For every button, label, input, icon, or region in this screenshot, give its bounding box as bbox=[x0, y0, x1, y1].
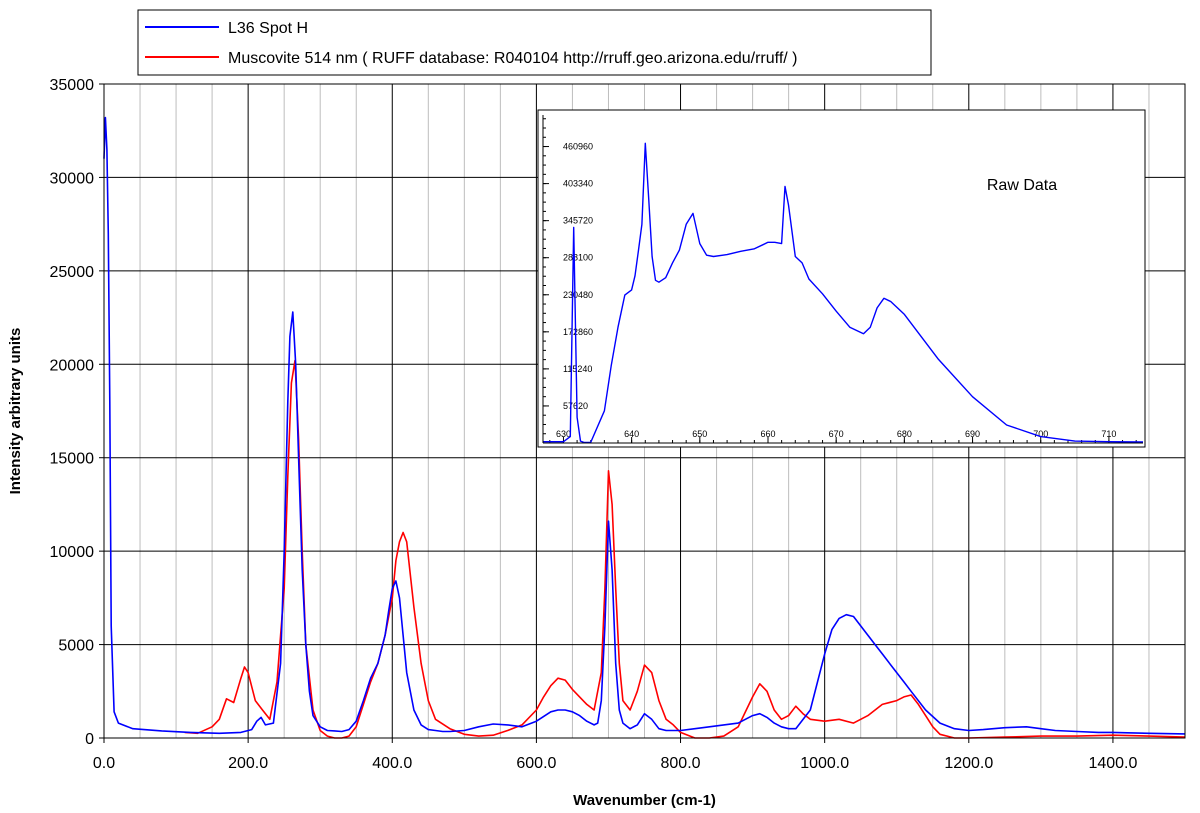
x-axis-title: Wavenumber (cm-1) bbox=[573, 792, 716, 809]
y-tick-label: 25000 bbox=[50, 264, 95, 281]
y-tick-label: 20000 bbox=[50, 357, 95, 374]
x-tick-label: 1200.0 bbox=[944, 755, 993, 772]
inset-y-tick-label: 460960 bbox=[563, 142, 593, 152]
inset-x-tick-label: 700 bbox=[1033, 429, 1048, 439]
x-tick-label: 1000.0 bbox=[800, 755, 849, 772]
x-tick-label: 1400.0 bbox=[1088, 755, 1137, 772]
inset-x-tick-label: 630 bbox=[556, 429, 571, 439]
inset-y-tick-label: 57620 bbox=[563, 401, 588, 411]
inset-x-tick-label: 640 bbox=[624, 429, 639, 439]
y-tick-label: 30000 bbox=[50, 170, 95, 187]
x-tick-label: 800.0 bbox=[661, 755, 701, 772]
legend-entry-l36: L36 Spot H bbox=[228, 20, 308, 37]
y-tick-label: 0 bbox=[85, 731, 94, 748]
inset-y-tick-label: 172860 bbox=[563, 327, 593, 337]
inset-series-line-raw bbox=[543, 142, 1144, 444]
inset-y-tick-label: 288100 bbox=[563, 253, 593, 263]
inset-y-tick-label: 403340 bbox=[563, 179, 593, 189]
inset-x-tick-label: 650 bbox=[692, 429, 707, 439]
y-tick-label: 15000 bbox=[50, 451, 95, 468]
inset-y-tick-label: 345720 bbox=[563, 216, 593, 226]
y-tick-label: 35000 bbox=[50, 77, 95, 94]
inset-y-tick-label: 115240 bbox=[563, 364, 592, 374]
main-plot-frame bbox=[103, 83, 1186, 739]
inset-x-tick-label: 660 bbox=[760, 429, 775, 439]
x-tick-label: 600.0 bbox=[516, 755, 556, 772]
inset-background bbox=[537, 109, 1146, 448]
main-series bbox=[103, 116, 1186, 739]
legend-entry-muscovite: Muscovite 514 nm ( RUFF database: R04010… bbox=[228, 50, 797, 67]
inset-x-tick-label: 710 bbox=[1101, 429, 1116, 439]
inset-x-tick-label: 670 bbox=[829, 429, 844, 439]
legend: L36 Spot H Muscovite 514 nm ( RUFF datab… bbox=[137, 9, 932, 76]
inset-y-tick-label: 230480 bbox=[563, 290, 593, 300]
inset-chart: 57620 115240 172860 230480 288100 345720 40334… bbox=[537, 109, 1146, 448]
x-tick-label: 400.0 bbox=[372, 755, 412, 772]
legend-box bbox=[137, 9, 932, 76]
main-tick-labels: 0.0 200.0 400.0 600.0 800.0 1000.0 1200.0 1400.… bbox=[50, 77, 1138, 772]
x-tick-label: 200.0 bbox=[228, 755, 268, 772]
inset-x-tick-label: 680 bbox=[897, 429, 912, 439]
x-tick-label: 0.0 bbox=[93, 755, 115, 772]
inset-x-tick-label: 690 bbox=[965, 429, 980, 439]
series-line-l36-spot-h bbox=[103, 116, 1186, 735]
y-axis-title: Intensity arbitrary units bbox=[7, 328, 24, 495]
y-tick-label: 5000 bbox=[58, 638, 94, 655]
inset-raw-data-label: Raw Data bbox=[987, 177, 1057, 194]
y-tick-label: 10000 bbox=[50, 544, 95, 561]
inset-series bbox=[543, 142, 1144, 444]
